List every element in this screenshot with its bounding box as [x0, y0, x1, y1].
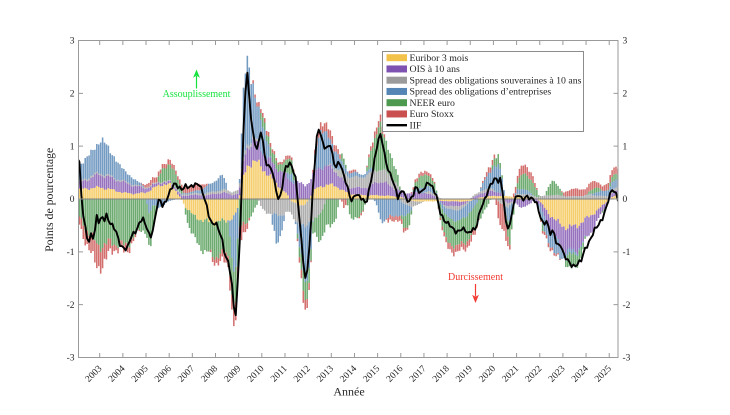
- svg-text:OIS à 10 ans: OIS à 10 ans: [410, 64, 461, 75]
- svg-text:-1: -1: [67, 248, 75, 258]
- svg-text:0: 0: [623, 195, 628, 205]
- svg-text:Euro Stoxx: Euro Stoxx: [410, 109, 454, 120]
- svg-text:Durcissement: Durcissement: [448, 272, 503, 283]
- svg-text:1: 1: [623, 142, 628, 152]
- svg-text:-1: -1: [623, 248, 631, 258]
- svg-text:2: 2: [70, 90, 75, 100]
- svg-text:Assouplissement: Assouplissement: [163, 89, 231, 100]
- svg-text:NEER euro: NEER euro: [410, 98, 456, 109]
- svg-text:Spread des obligations souvera: Spread des obligations souveraines à 10 …: [410, 75, 582, 86]
- svg-text:0: 0: [70, 195, 75, 205]
- svg-text:Euribor 3 mois: Euribor 3 mois: [410, 53, 469, 64]
- svg-text:-2: -2: [67, 301, 75, 311]
- svg-text:Année: Année: [333, 385, 364, 399]
- svg-text:1: 1: [70, 142, 75, 152]
- svg-text:Points de pourcentage: Points de pourcentage: [42, 148, 56, 252]
- svg-text:-3: -3: [67, 354, 75, 364]
- svg-text:2: 2: [623, 90, 628, 100]
- svg-text:IIF: IIF: [410, 120, 423, 131]
- svg-text:-2: -2: [623, 301, 631, 311]
- svg-text:-3: -3: [623, 354, 631, 364]
- svg-text:Spread des obligations d’entre: Spread des obligations d’entreprises: [410, 87, 552, 98]
- svg-text:3: 3: [70, 37, 75, 47]
- svg-text:3: 3: [623, 37, 628, 47]
